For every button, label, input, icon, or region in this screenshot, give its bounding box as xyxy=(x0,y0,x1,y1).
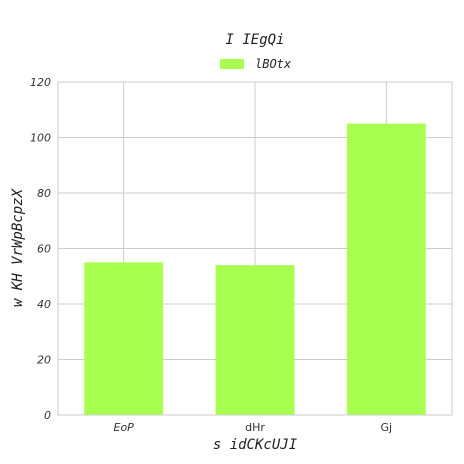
bars xyxy=(84,123,426,415)
y-tick-label: 120 xyxy=(30,76,51,89)
x-tick-label: Gj xyxy=(381,421,393,434)
bar-dHr xyxy=(215,265,295,415)
y-axis-ticks: 0 20 40 60 80 100 120 xyxy=(30,76,51,422)
y-tick-label: 0 xyxy=(44,409,51,422)
legend-label: lBOtx xyxy=(255,57,292,71)
y-tick-label: 100 xyxy=(30,132,51,145)
x-axis-ticks: EoP dHr Gj xyxy=(114,421,393,434)
bar-Gj xyxy=(346,123,426,415)
legend-swatch xyxy=(220,59,244,69)
chart-title: I IEgQi xyxy=(225,32,284,48)
y-tick-label: 20 xyxy=(37,354,51,367)
y-tick-label: 60 xyxy=(37,243,51,256)
y-tick-label: 80 xyxy=(37,187,51,200)
legend: lBOtx xyxy=(220,57,292,71)
bar-EoP xyxy=(84,262,164,415)
y-axis-label: w KH VrWpBcpzX xyxy=(10,187,26,307)
y-tick-label: 40 xyxy=(37,298,51,311)
plot-frame xyxy=(57,81,453,416)
x-tick-label: EoP xyxy=(114,421,135,434)
x-axis-label: s idCKcUJI xyxy=(213,437,298,453)
x-tick-label: dHr xyxy=(245,421,265,434)
